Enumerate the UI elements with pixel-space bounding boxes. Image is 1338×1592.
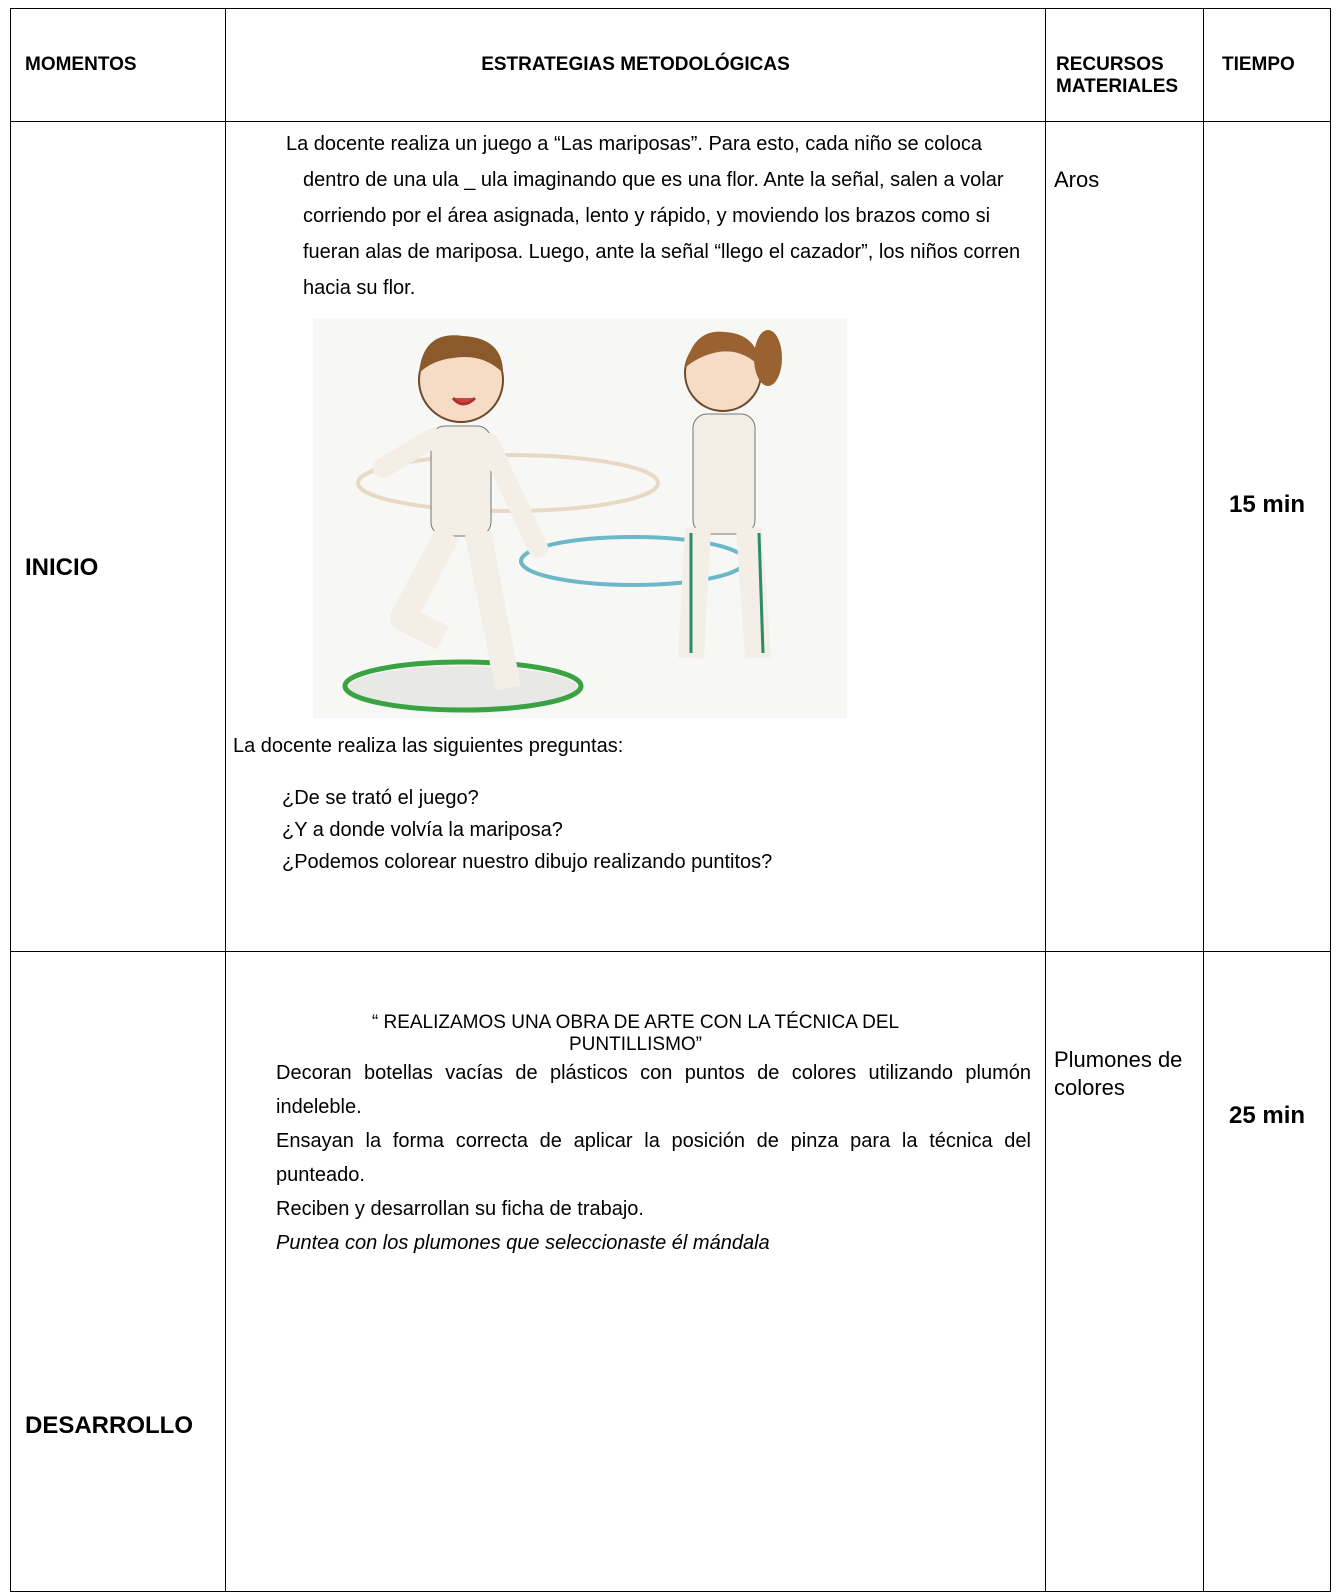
step: Reciben y desarrollan su ficha de trabaj… — [276, 1198, 644, 1220]
question: ¿Podemos colorear nuestro dibujo realiza… — [282, 851, 773, 873]
step: Ensayan la forma correcta de aplicar la … — [276, 1130, 1031, 1186]
paragraph: La docente realiza las siguientes pregun… — [233, 735, 624, 757]
illustration — [313, 318, 847, 718]
estrategias: “ REALIZAMOS UNA OBRA DE ARTE CON LA TÉC… — [225, 951, 1046, 1592]
tiempo: 15 min — [1203, 121, 1331, 952]
boy — [373, 335, 548, 691]
tiempo: 25 min — [1203, 951, 1331, 1592]
header-row: MOMENTOS ESTRATEGIAS METODOLÓGICAS RECUR… — [10, 8, 1331, 122]
header-cell: TIEMPO — [1203, 8, 1331, 122]
momento: INICIO — [10, 121, 226, 952]
header-cell: ESTRATEGIAS METODOLÓGICAS — [225, 8, 1046, 122]
header-cell: RECURSOS MATERIALES — [1045, 8, 1204, 122]
step: Decoran botellas vacías de plásticos con… — [276, 1062, 1031, 1118]
header-cell: MOMENTOS — [10, 8, 226, 122]
question: ¿Y a donde volvía la mariposa? — [282, 819, 563, 841]
row-desarrollo: DESARROLLO “ REALIZAMOS UNA OBRA DE ARTE… — [10, 951, 1331, 1592]
instruction: Puntea con los plumones que seleccionast… — [276, 1232, 770, 1254]
girl — [678, 330, 782, 659]
steps: Decoran botellas vacías de plásticos con… — [276, 1056, 1031, 1260]
estrategias: La docente realiza un juego a “Las marip… — [225, 121, 1046, 952]
recursos: Aros — [1045, 121, 1204, 952]
recursos: Plumones de colores — [1045, 951, 1204, 1592]
activity-title: “ REALIZAMOS UNA OBRA DE ARTE CON LA TÉC… — [371, 1012, 900, 1055]
row-inicio: INICIO La docente realiza un juego a “La… — [10, 121, 1331, 952]
paragraph: La docente realiza un juego a “Las marip… — [286, 133, 1021, 299]
question-list: ¿De se trató el juego? ¿Y a donde volvía… — [282, 782, 1045, 878]
plan-table: MOMENTOS ESTRATEGIAS METODOLÓGICAS RECUR… — [10, 8, 1331, 1592]
question: ¿De se trató el juego? — [282, 787, 479, 809]
momento: DESARROLLO — [10, 951, 226, 1592]
